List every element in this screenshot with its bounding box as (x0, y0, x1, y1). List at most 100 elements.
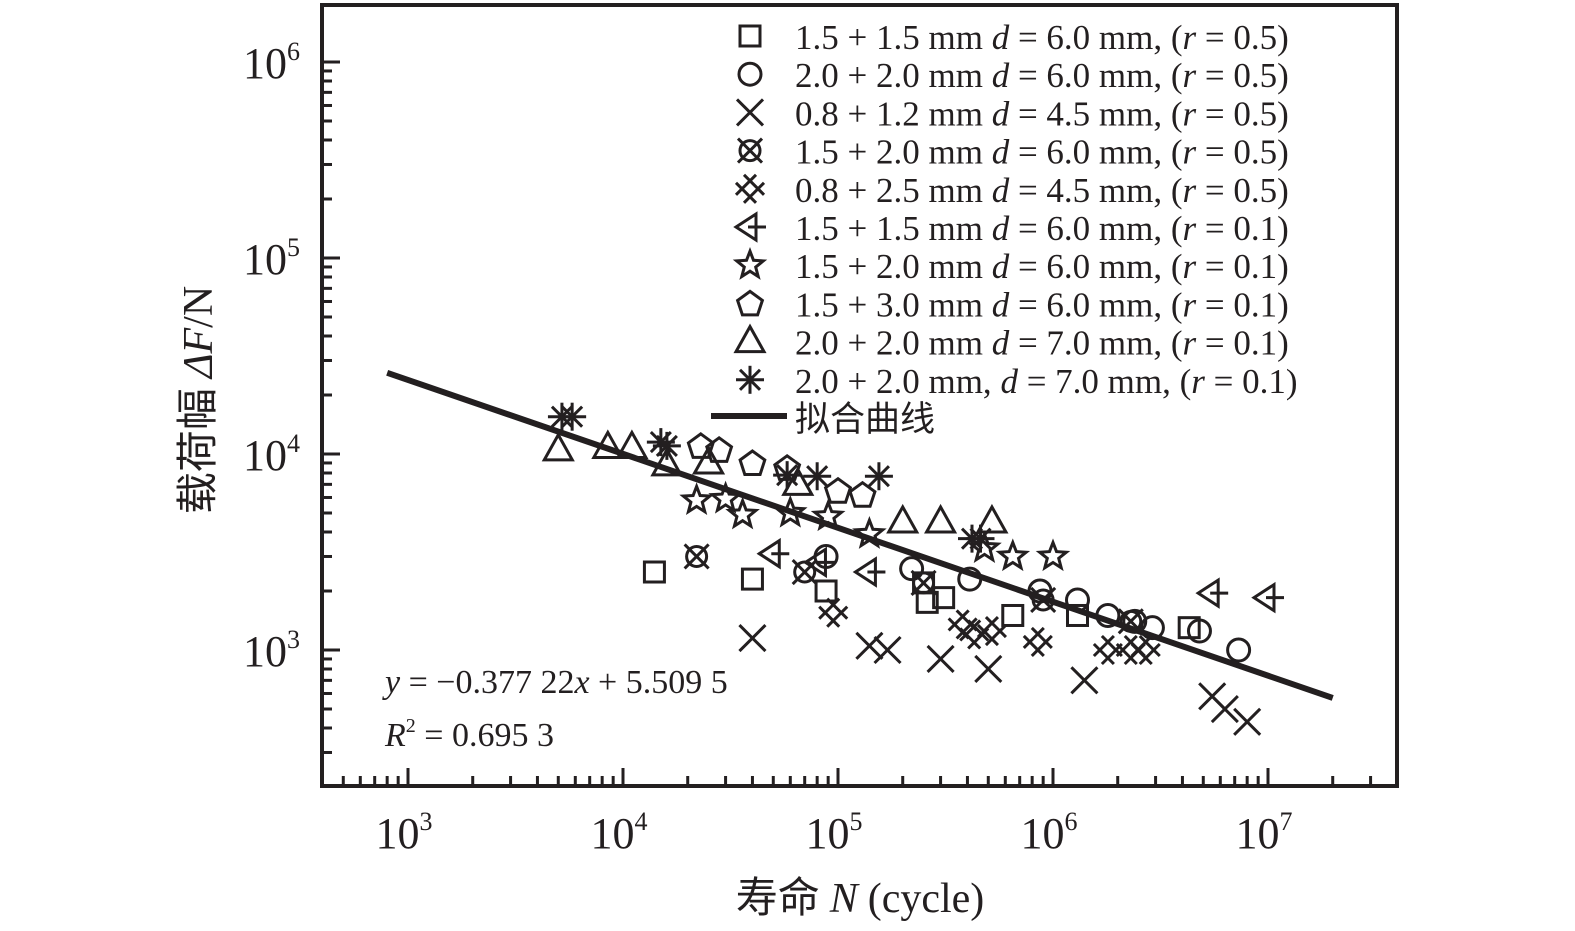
y-tick-exp: 3 (287, 625, 300, 654)
x-tick-base: 10 (376, 809, 420, 858)
star-shape (1035, 538, 1071, 572)
series-pentagon (686, 432, 877, 508)
r2-sup: 2 (406, 715, 416, 737)
asterisk-shape (655, 434, 678, 457)
star-shape (995, 538, 1031, 572)
x-tick-base: 10 (591, 809, 635, 858)
data-point-square (642, 560, 666, 584)
legend-label-part: r (1191, 362, 1205, 401)
legend-label-part: = 4.5 mm, ( (1009, 171, 1182, 210)
legend-label-part: = 0.5) (1196, 94, 1289, 133)
x-tick-label: 104 (591, 807, 648, 858)
legend-label-part: d (992, 56, 1010, 95)
data-point-double-x (818, 597, 849, 628)
r2-rest: = 0.695 3 (416, 717, 554, 754)
pentagon-shape (848, 480, 877, 508)
legend-label-part: d (992, 171, 1010, 210)
triangle-shape (691, 444, 726, 475)
double-x-shape (826, 605, 849, 628)
legend-fit-label: 拟合曲线 (795, 400, 935, 439)
circle-x-shape (738, 139, 762, 163)
x-tick-base: 10 (1021, 809, 1065, 858)
asterisk-shape (867, 465, 890, 488)
double-x-shape (976, 615, 1000, 639)
data-point-square (740, 567, 764, 591)
legend-item: 1.5 + 2.0 mm d = 6.0 mm, (r = 0.1) (732, 247, 1289, 286)
legend-label-part: 1.5 + 1.5 mm (795, 18, 992, 57)
triangle-shape (733, 323, 767, 354)
double-x-shape (967, 619, 990, 642)
circle-x-shape (1117, 608, 1144, 635)
legend-label-part: = 6.0 mm, ( (1009, 56, 1182, 95)
data-point-square (814, 579, 838, 603)
data-point-star (679, 482, 714, 516)
double-x-shape (976, 623, 1000, 647)
double-x-shape (984, 623, 1008, 647)
x-shape (738, 624, 767, 653)
y-axis-title: 载荷幅 ΔF/N (176, 286, 222, 514)
data-point-circle (1226, 637, 1252, 663)
data-point-tri-left (1251, 581, 1284, 614)
x-tick-exp: 5 (850, 807, 863, 836)
r2-R: R (384, 717, 406, 754)
pentagon-shape (705, 435, 734, 463)
double-x-shape (955, 617, 978, 640)
eq-y: y (382, 664, 401, 701)
x-tick-base: 10 (1236, 809, 1280, 858)
data-point-x (926, 644, 955, 674)
x-shape (735, 98, 765, 127)
legend-label-part: d (992, 285, 1010, 324)
legend-label: 1.5 + 3.0 mm d = 6.0 mm, (r = 0.1) (795, 285, 1289, 324)
legend-item: 2.0 + 2.0 mm d = 7.0 mm, (r = 0.1) (733, 323, 1289, 363)
legend-item: 2.0 + 2.0 mm, d = 7.0 mm, (r = 0.1) (736, 362, 1298, 401)
y-tick-base: 10 (243, 431, 287, 480)
legend-label-part: = 0.1) (1196, 247, 1289, 286)
x-tick-exp: 6 (1065, 807, 1078, 836)
data-point-asterisk (966, 524, 995, 553)
y-tick-exp: 4 (287, 429, 300, 458)
data-point-star (995, 538, 1031, 572)
data-point-triangle (781, 466, 815, 496)
data-point-double-x (1115, 634, 1146, 666)
x-axis-ticks: 103 104 105 106 107 (341, 768, 1373, 858)
data-point-triangle (650, 446, 684, 477)
x-axis-title: 寿命 N (cycle) (736, 875, 985, 922)
legend-label-part: 1.5 + 1.5 mm (795, 209, 992, 248)
x-shape (1233, 707, 1262, 736)
asterisk-shape (969, 527, 992, 550)
x-tick-base: 10 (806, 809, 850, 858)
square-shape (642, 560, 666, 584)
series-tri-left (756, 537, 1284, 614)
data-point-asterisk (803, 462, 832, 491)
legend-item: 1.5 + 2.0 mm d = 6.0 mm, (r = 0.5) (736, 133, 1289, 172)
data-point-tri-left (1195, 577, 1229, 609)
eq-mid: = −0.377 22 (400, 664, 574, 701)
y-axis-title-unit: /N (176, 286, 222, 328)
circle-x-shape (791, 558, 818, 586)
legend-label-part: = 0.1) (1196, 285, 1289, 324)
legend-label-part: r (1183, 247, 1197, 286)
legend-label-part: 1.5 + 2.0 mm (795, 247, 992, 286)
legend: 1.5 + 1.5 mm d = 6.0 mm, (r = 0.5)2.0 + … (711, 18, 1298, 439)
y-tick-base: 10 (243, 39, 287, 88)
double-x-shape (947, 609, 970, 632)
triangle-shape (650, 446, 684, 477)
double-x-shape (742, 181, 766, 204)
x-axis-title-unit: (cycle) (868, 876, 985, 922)
legend-label-part: = 0.5) (1196, 171, 1289, 210)
double-x-shape (818, 605, 841, 628)
legend-item: 1.5 + 1.5 mm d = 6.0 mm, (r = 0.1) (733, 209, 1289, 248)
data-point-triangle (886, 503, 920, 534)
legend-label-part: r (1183, 133, 1197, 172)
y-tick-base: 10 (243, 627, 287, 676)
data-point-asterisk (558, 402, 587, 431)
legend-item: 1.5 + 1.5 mm d = 6.0 mm, (r = 0.5) (738, 18, 1289, 57)
legend-label-part: r (1183, 94, 1197, 133)
pentagon-shape (738, 449, 767, 476)
data-point-pentagon (823, 476, 853, 504)
square-shape (814, 579, 838, 603)
double-x-shape (1138, 642, 1161, 666)
double-x-shape (1092, 634, 1115, 658)
x-tick-exp: 4 (635, 807, 648, 836)
